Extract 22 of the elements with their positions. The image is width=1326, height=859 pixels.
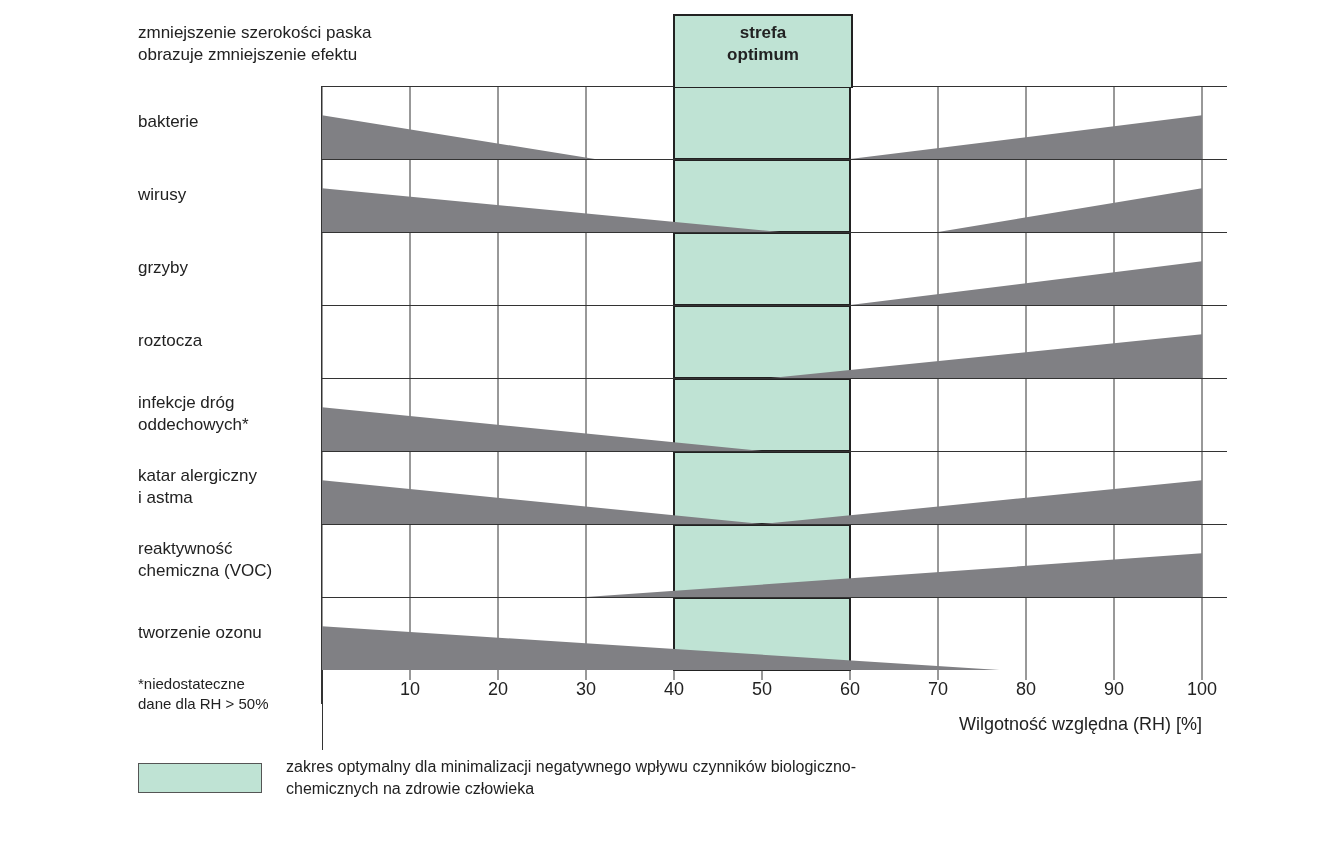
x-tick-label: 100 [1186, 678, 1218, 699]
y-axis-title: roztocza [138, 330, 204, 352]
y-axis-title: grzyby [138, 257, 190, 279]
x-tick-label: 20 [487, 678, 509, 699]
y-axis-title: wirusy [138, 184, 188, 206]
y-axis-title: infekcje dróg oddechowych* [138, 392, 250, 436]
y-axis-title: bakterie [138, 111, 200, 133]
y-axis-title: reaktywność chemiczna (VOC) [138, 538, 274, 582]
x-tick-label: 50 [751, 678, 773, 699]
x-tick-label: 10 [399, 678, 421, 699]
x-tick-label: 70 [927, 678, 949, 699]
x-tick-label: 40 [663, 678, 685, 699]
text: zmniejszenie szerokości paska obrazuje zmniejszenie efektu [138, 22, 373, 66]
y-axis-title: katar alergiczny i astma [138, 465, 259, 509]
x-tick-label: 60 [839, 678, 861, 699]
x-tick-label: 30 [575, 678, 597, 699]
y-axis-title: tworzenie ozonu [138, 622, 263, 644]
x-tick-label: 90 [1103, 678, 1125, 699]
x-axis-title: Wilgotność względna (RH) [%] [958, 714, 1202, 735]
text: zakres optymalny dla minimalizacji negatywnego wpływu czynników biologiczno-chemicznych na zdrowie człowieka [286, 757, 858, 799]
x-tick-label: 80 [1015, 678, 1037, 699]
text: *niedostateczne dane dla RH > 50% [138, 674, 270, 714]
